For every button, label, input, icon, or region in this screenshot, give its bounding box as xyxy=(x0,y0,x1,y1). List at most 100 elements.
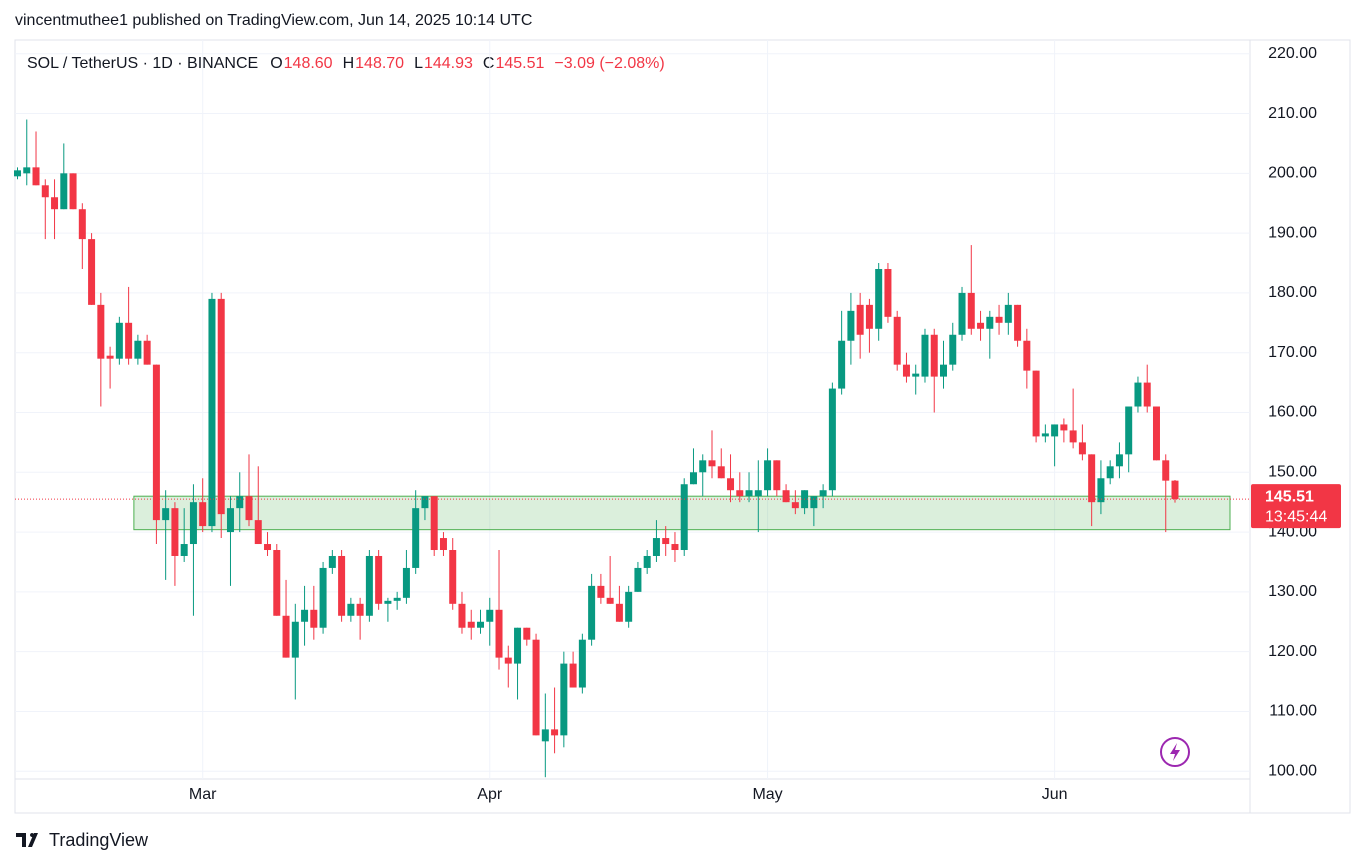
y-tick-label: 110.00 xyxy=(1269,703,1317,720)
candle-body xyxy=(810,496,818,509)
candle-body xyxy=(1078,442,1086,455)
candle-body xyxy=(884,268,892,317)
candle-body xyxy=(51,197,59,210)
candle-body xyxy=(773,460,781,491)
candle-body xyxy=(1051,424,1059,437)
y-tick-label: 170.00 xyxy=(1268,344,1317,361)
alert-circle[interactable] xyxy=(1160,737,1190,767)
chart-frame xyxy=(14,39,1351,814)
candle-body xyxy=(514,627,522,664)
candle-body xyxy=(902,364,910,377)
candle-body xyxy=(625,591,633,622)
candle-body xyxy=(106,355,114,359)
candle-body xyxy=(680,484,688,551)
candle-body xyxy=(1125,406,1133,455)
candle-body xyxy=(1097,478,1105,503)
candle-body xyxy=(338,555,346,616)
candle-body xyxy=(708,460,716,467)
candle-body xyxy=(356,603,364,616)
y-tick-label: 100.00 xyxy=(1268,762,1317,779)
candle-body xyxy=(97,304,105,359)
legend-c: 145.51 xyxy=(495,55,544,72)
candle-body xyxy=(393,597,401,601)
legend-l-label: L xyxy=(414,55,423,72)
publish-info: vincentmuthee1 published on TradingView.… xyxy=(15,12,532,29)
candle-body xyxy=(477,621,484,628)
x-tick-label: May xyxy=(752,786,782,803)
candle-body xyxy=(143,340,151,365)
alert-icon[interactable] xyxy=(1160,737,1190,767)
candle-body xyxy=(347,603,355,616)
candle-body xyxy=(282,615,290,658)
candle-body xyxy=(384,600,392,604)
candle-body xyxy=(291,621,299,658)
y-tick-label: 150.00 xyxy=(1268,463,1317,480)
candle-body xyxy=(152,364,160,521)
candle-body xyxy=(171,508,179,556)
candle-body xyxy=(1134,382,1142,407)
legend-h: 148.70 xyxy=(355,55,404,72)
candle-body xyxy=(449,550,457,604)
candle-body xyxy=(597,585,605,598)
candle-body xyxy=(236,496,244,509)
candle-body xyxy=(254,520,262,545)
candle-body xyxy=(736,490,744,497)
candle-body xyxy=(588,585,596,640)
candle-body xyxy=(652,538,660,556)
candle-body xyxy=(699,460,707,473)
candle-body xyxy=(14,170,21,177)
grid xyxy=(15,40,1250,779)
candle-body xyxy=(41,185,49,198)
candle-body xyxy=(402,567,410,598)
x-tick-label: Apr xyxy=(477,786,503,803)
candle-body xyxy=(541,729,549,742)
candle-body xyxy=(78,209,86,240)
candle-body xyxy=(69,173,77,210)
candle-body xyxy=(717,466,725,479)
candle-body xyxy=(1162,460,1170,481)
candle-body xyxy=(458,603,466,628)
y-tick-label: 210.00 xyxy=(1268,105,1317,122)
candle-body xyxy=(1088,454,1096,503)
candle-body xyxy=(782,490,790,503)
candle-body xyxy=(125,322,133,359)
candle-body xyxy=(495,609,503,658)
candle-body xyxy=(328,555,336,568)
candle-body xyxy=(671,544,679,551)
candle-body xyxy=(319,567,327,628)
candle-body xyxy=(995,316,1003,323)
x-tick-label: Mar xyxy=(189,786,217,803)
candle-body xyxy=(940,364,947,377)
candle-body xyxy=(977,322,985,329)
candle-body xyxy=(88,239,96,305)
candle-body xyxy=(1115,454,1123,467)
candle-body xyxy=(1023,340,1031,371)
candle-body xyxy=(958,292,966,335)
legend-o-label: O xyxy=(270,55,282,72)
candle-body xyxy=(273,550,281,616)
candle-body xyxy=(764,460,772,491)
candle-body xyxy=(375,555,383,604)
candle-body xyxy=(421,496,429,509)
candle-body xyxy=(912,373,920,377)
alert-bolt[interactable] xyxy=(1170,743,1180,761)
candle-body xyxy=(791,502,799,509)
candle-body xyxy=(828,388,836,491)
candle-body xyxy=(199,502,207,527)
candle-body xyxy=(1004,304,1012,323)
candle-body xyxy=(569,663,577,688)
y-tick-label: 120.00 xyxy=(1268,643,1317,660)
candle-body xyxy=(523,627,531,640)
y-tick-label: 160.00 xyxy=(1268,404,1317,421)
y-tick-label: 220.00 xyxy=(1268,45,1317,62)
candle-body xyxy=(727,478,735,491)
candle-body xyxy=(412,508,420,568)
candle-body xyxy=(32,167,40,186)
brand-name: TradingView xyxy=(49,830,149,850)
candle-body xyxy=(217,298,225,515)
candle-body xyxy=(532,639,540,736)
candle-body xyxy=(189,502,197,545)
countdown-label: 13:45:44 xyxy=(1265,508,1327,525)
x-tick-label: Jun xyxy=(1042,786,1068,803)
legend-l: 144.93 xyxy=(424,55,473,72)
